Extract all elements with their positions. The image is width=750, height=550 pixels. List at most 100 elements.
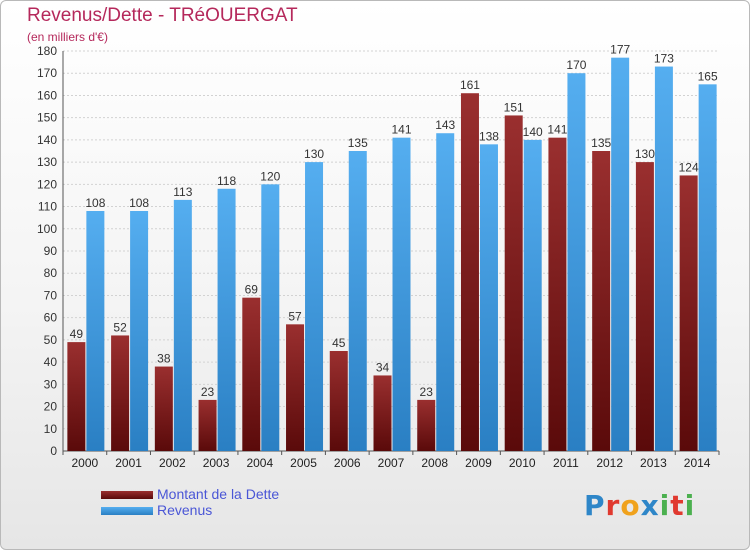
data-label: 124	[679, 160, 699, 174]
x-tick-label: 2004	[246, 456, 273, 470]
data-label: 151	[504, 100, 524, 114]
data-label: 38	[157, 352, 171, 366]
y-tick-label: 0	[50, 444, 57, 458]
data-label: 52	[113, 320, 127, 334]
data-label: 108	[85, 196, 105, 210]
data-label: 69	[245, 283, 259, 297]
y-tick-label: 150	[37, 111, 57, 125]
chart-subtitle: (en milliers d'€)	[27, 30, 108, 44]
y-tick-label: 140	[37, 133, 57, 147]
bar-dette	[242, 297, 261, 451]
data-label: 49	[70, 327, 84, 341]
legend-swatch-revenus	[101, 507, 153, 515]
x-tick-label: 2000	[72, 456, 99, 470]
logo-letter: P	[584, 489, 606, 522]
data-label: 140	[523, 125, 543, 139]
y-tick-label: 40	[44, 355, 58, 369]
x-tick-label: 2013	[640, 456, 667, 470]
data-label: 34	[376, 360, 390, 374]
bar-dette	[111, 335, 130, 451]
bar-revenus	[392, 137, 411, 451]
chart-title: Revenus/Dette - TRéOUERGAT	[27, 5, 298, 26]
bar-revenus	[305, 162, 324, 451]
x-tick-label: 2002	[159, 456, 186, 470]
y-tick-label: 130	[37, 155, 57, 169]
bar-revenus	[130, 211, 149, 451]
legend-swatch-debt	[101, 491, 153, 499]
bar-revenus	[523, 139, 542, 451]
bar-revenus	[567, 73, 586, 451]
data-label: 173	[654, 52, 674, 66]
y-tick-label: 20	[44, 400, 58, 414]
y-tick-label: 110	[38, 200, 57, 214]
x-tick-label: 2008	[421, 456, 448, 470]
y-tick-label: 160	[37, 88, 57, 102]
data-label: 45	[332, 336, 346, 350]
y-tick-label: 180	[37, 44, 57, 58]
bar-dette	[635, 162, 654, 451]
data-label: 113	[173, 185, 192, 199]
x-tick-label: 2010	[509, 456, 536, 470]
data-label: 118	[217, 174, 236, 188]
logo-letter: i	[659, 489, 671, 522]
bar-dette	[592, 151, 611, 451]
y-tick-label: 80	[44, 266, 58, 280]
y-tick-label: 120	[37, 177, 57, 191]
x-tick-label: 2007	[378, 456, 405, 470]
bar-revenus	[217, 188, 236, 451]
bar-dette	[460, 93, 479, 451]
x-tick-label: 2003	[203, 456, 230, 470]
x-tick-label: 2005	[290, 456, 317, 470]
data-label: 130	[304, 147, 324, 161]
logo-letter: t	[670, 489, 685, 522]
logo-letter: x	[640, 489, 660, 522]
data-label: 138	[479, 129, 499, 143]
bar-revenus	[654, 66, 673, 452]
data-label: 23	[420, 385, 434, 399]
legend-label-debt: Montant de la Dette	[157, 486, 280, 502]
data-label: 120	[260, 169, 280, 183]
bar-dette	[548, 137, 567, 451]
data-label: 141	[391, 123, 411, 137]
x-tick-label: 2012	[596, 456, 623, 470]
y-tick-label: 70	[44, 288, 58, 302]
y-tick-label: 100	[37, 222, 57, 236]
x-tick-label: 2006	[334, 456, 361, 470]
data-label: 141	[547, 123, 567, 137]
bar-dette	[329, 351, 348, 451]
data-label: 170	[566, 58, 586, 72]
data-label: 108	[129, 196, 149, 210]
bar-dette	[679, 175, 698, 451]
bar-revenus	[436, 133, 455, 451]
y-tick-label: 90	[44, 244, 58, 258]
bar-dette	[417, 399, 436, 451]
bar-revenus	[611, 57, 630, 452]
bar-revenus	[86, 211, 105, 451]
logo-letter: o	[620, 489, 641, 522]
data-label: 161	[460, 78, 480, 92]
data-label: 130	[635, 147, 655, 161]
y-tick-label: 50	[44, 333, 58, 347]
bar-dette	[154, 366, 173, 451]
bar-revenus	[698, 84, 717, 451]
bar-dette	[286, 324, 305, 451]
x-tick-label: 2009	[465, 456, 492, 470]
data-label: 143	[435, 118, 455, 132]
bar-revenus	[173, 199, 192, 451]
bar-dette	[373, 375, 392, 451]
y-tick-label: 10	[44, 422, 58, 436]
bar-revenus	[479, 144, 498, 452]
bar-revenus	[348, 151, 367, 451]
proxiti-logo: Proxiti	[584, 489, 695, 522]
data-label: 177	[610, 43, 630, 57]
bar-dette	[504, 115, 523, 451]
data-label: 23	[201, 385, 215, 399]
x-tick-label: 2011	[553, 456, 579, 470]
y-tick-label: 170	[37, 66, 57, 80]
logo-letter: r	[605, 489, 621, 522]
y-tick-label: 60	[44, 311, 58, 325]
bar-revenus	[261, 184, 280, 452]
data-label: 135	[348, 136, 368, 150]
bar-dette	[198, 399, 217, 451]
